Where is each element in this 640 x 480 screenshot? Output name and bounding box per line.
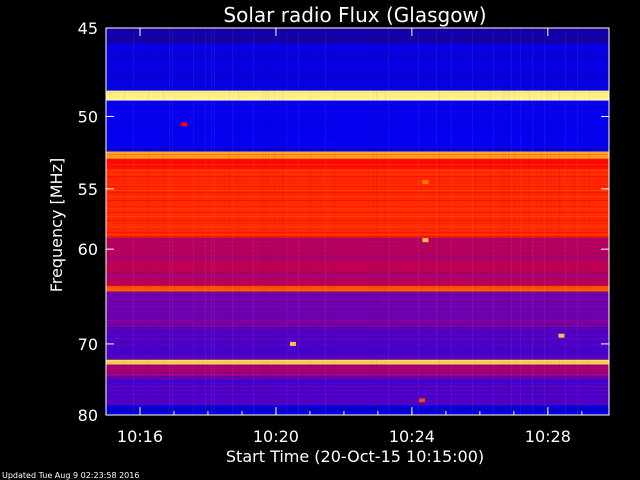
y-tick-label: 50 bbox=[78, 107, 98, 126]
y-axis: 45 50 55 60 70 80 bbox=[78, 19, 609, 425]
chart-title: Solar radio Flux (Glasgow) bbox=[223, 3, 486, 27]
plot-area bbox=[106, 28, 609, 415]
frequency-band bbox=[106, 28, 609, 44]
burst-spot bbox=[181, 122, 188, 127]
y-axis-label: Frequency [MHz] bbox=[47, 158, 66, 292]
frequency-band bbox=[106, 237, 609, 286]
burst-spot bbox=[419, 398, 426, 403]
x-axis-label: Start Time (20-Oct-15 10:15:00) bbox=[226, 447, 484, 466]
y-tick-label: 45 bbox=[78, 19, 98, 38]
burst-spot bbox=[289, 341, 296, 346]
frequency-band bbox=[106, 291, 609, 328]
x-tick-label: 10:16 bbox=[117, 427, 163, 446]
frequency-band bbox=[106, 90, 609, 101]
burst-spot bbox=[422, 180, 429, 185]
y-tick-label: 80 bbox=[78, 406, 98, 425]
burst-spot bbox=[422, 238, 429, 243]
frequency-band bbox=[106, 158, 609, 169]
burst-spot bbox=[558, 333, 565, 338]
y-tick-label: 55 bbox=[78, 180, 98, 199]
y-tick-label: 60 bbox=[78, 240, 98, 259]
noise-texture bbox=[106, 28, 609, 415]
frequency-band bbox=[106, 359, 609, 365]
plot-frame bbox=[105, 27, 610, 416]
x-tick-label: 10:28 bbox=[525, 427, 571, 446]
x-tick-label: 10:20 bbox=[253, 427, 299, 446]
y-tick-label: 70 bbox=[78, 335, 98, 354]
x-axis: 10:16 10:20 10:24 10:28 bbox=[105, 28, 583, 446]
updated-timestamp: Updated Tue Aug 9 02:23:58 2016 bbox=[2, 471, 139, 480]
frequency-band bbox=[106, 151, 609, 159]
x-tick-label: 10:24 bbox=[389, 427, 435, 446]
